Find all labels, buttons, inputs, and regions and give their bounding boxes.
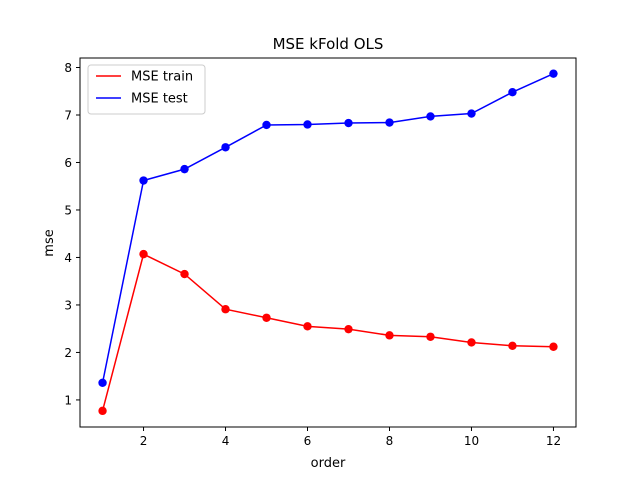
x-tick-label: 12	[546, 434, 561, 448]
legend-label-mse-train: MSE train	[131, 70, 193, 85]
x-axis-title: order	[311, 456, 346, 471]
y-tick-label: 5	[64, 203, 72, 217]
x-tick-label: 10	[464, 434, 479, 448]
data-point-mse-train	[467, 338, 476, 347]
y-tick-label: 7	[64, 108, 72, 122]
y-axis-title: mse	[42, 229, 57, 256]
data-point-mse-test	[262, 120, 271, 130]
y-tick-label: 4	[64, 251, 72, 265]
legend-box	[87, 64, 206, 115]
data-point-mse-train	[385, 331, 394, 340]
data-point-mse-train	[508, 341, 517, 350]
series-line-mse-test	[101, 72, 554, 383]
y-tick-label: 1	[64, 393, 72, 407]
data-point-mse-train	[344, 324, 353, 334]
x-tick-label: 4	[222, 434, 230, 448]
x-tick-label: 6	[304, 434, 312, 448]
legend-label-mse-test: MSE test	[131, 92, 188, 107]
x-tick-label: 2	[140, 434, 148, 448]
plot-frame	[79, 57, 577, 428]
data-point-mse-train	[139, 249, 148, 259]
data-point-mse-train	[549, 342, 558, 351]
data-point-mse-train	[262, 313, 271, 322]
data-point-mse-train	[426, 332, 435, 341]
legend: MSE train MSE test	[87, 64, 206, 115]
y-axis: 1 2 3 4 5 6 7 8	[64, 61, 80, 407]
x-axis: 2 4 6 8 10 12	[140, 427, 561, 448]
y-tick-label: 8	[64, 61, 72, 75]
y-tick-label: 3	[64, 298, 72, 312]
data-point-mse-train	[180, 269, 189, 279]
data-point-mse-test	[221, 143, 230, 152]
data-point-mse-test	[467, 109, 476, 118]
data-point-mse-test	[303, 120, 312, 129]
chart-title: MSE kFold OLS	[273, 35, 384, 53]
data-point-mse-test	[139, 176, 148, 185]
y-tick-label: 6	[64, 156, 72, 170]
data-point-mse-test	[385, 118, 394, 127]
data-point-mse-train	[98, 406, 107, 416]
series-line-mse-train	[101, 253, 554, 412]
data-point-mse-test	[426, 112, 435, 121]
y-tick-label: 2	[64, 346, 72, 360]
plot-area	[98, 69, 558, 416]
data-point-mse-test	[508, 87, 517, 97]
data-point-mse-test	[180, 164, 189, 174]
data-point-mse-test	[344, 118, 353, 128]
x-tick-label: 8	[386, 434, 394, 448]
data-point-mse-test	[549, 69, 558, 78]
data-point-mse-test	[98, 378, 107, 388]
data-point-mse-train	[303, 322, 312, 331]
data-point-mse-train	[221, 305, 230, 314]
